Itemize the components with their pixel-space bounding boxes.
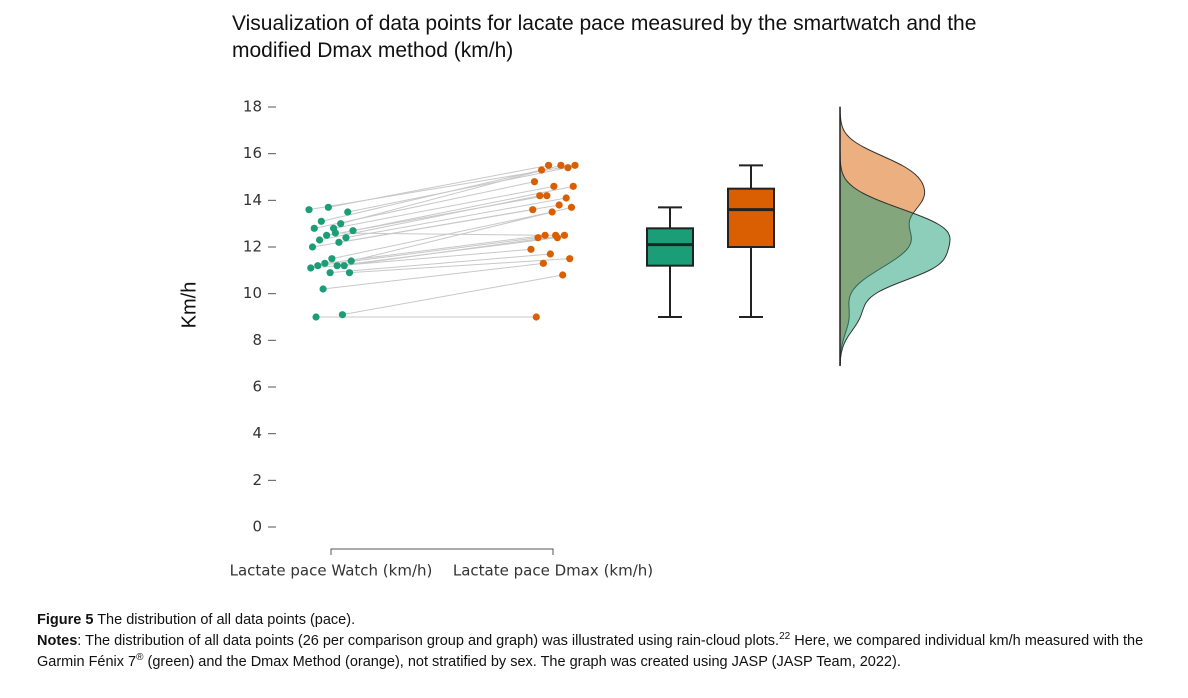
y-tick-label: 10 — [243, 284, 262, 302]
data-point — [333, 262, 341, 270]
data-point — [545, 161, 553, 169]
pair-line — [349, 258, 570, 274]
data-point — [564, 164, 572, 172]
data-point — [312, 313, 320, 321]
chart-title: Visualization of data points for lacate … — [232, 12, 977, 62]
pair-line — [328, 164, 549, 208]
pair-line — [314, 181, 535, 229]
notes-label: Notes — [37, 633, 78, 649]
data-point — [305, 206, 313, 214]
data-point — [349, 227, 357, 235]
pair-line — [342, 274, 563, 316]
data-point — [340, 262, 348, 270]
data-point — [541, 231, 549, 239]
data-point — [335, 238, 343, 246]
notes-text: (green) and the Dmax Method (orange), no… — [147, 654, 901, 670]
data-point — [315, 236, 324, 244]
data-point — [550, 182, 558, 190]
data-point — [539, 259, 547, 267]
data-point — [548, 208, 556, 216]
pair-line — [323, 262, 544, 290]
pair-line — [319, 195, 540, 241]
trademark: ® — [136, 652, 144, 664]
data-point — [559, 271, 567, 279]
data-point — [557, 161, 565, 169]
data-point — [569, 182, 577, 190]
data-point — [347, 257, 355, 265]
pair-line — [324, 234, 546, 264]
box — [646, 227, 694, 267]
data-point — [344, 208, 352, 216]
data-point — [345, 269, 354, 277]
data-point — [331, 229, 339, 237]
data-point — [530, 178, 539, 186]
data-point — [310, 224, 318, 232]
data-point — [328, 255, 336, 263]
pair-line — [333, 185, 554, 229]
y-tick-label: 0 — [252, 518, 262, 536]
y-tick-label: 4 — [252, 424, 262, 442]
data-point — [307, 264, 315, 272]
pair-line — [352, 185, 574, 232]
pair-line — [335, 232, 556, 236]
x-axis — [330, 548, 554, 555]
data-point — [546, 250, 554, 258]
data-point — [317, 217, 325, 225]
data-point — [321, 259, 329, 267]
y-tick-label: 6 — [252, 378, 262, 396]
data-point — [571, 161, 579, 169]
pair-line — [321, 169, 542, 222]
data-point — [342, 234, 350, 242]
data-point — [560, 231, 569, 239]
caption-label: Figure 5 — [37, 612, 94, 628]
y-tick-label: 2 — [252, 471, 262, 489]
data-point — [534, 234, 542, 242]
y-tick-label: 18 — [243, 98, 262, 116]
data-point — [314, 262, 322, 270]
pair-line — [340, 164, 562, 225]
data-point — [326, 269, 334, 277]
pair-line — [312, 209, 533, 248]
data-point — [529, 206, 537, 214]
data-point — [537, 166, 546, 174]
x-tick-label: Lactate pace Watch (km/h) — [230, 562, 433, 580]
data-point — [324, 203, 332, 211]
pair-line — [326, 195, 547, 236]
data-point — [323, 231, 331, 239]
y-tick-label: 14 — [243, 191, 262, 209]
reference: 22 — [779, 631, 791, 643]
data-point — [527, 245, 535, 253]
y-tick-label: 16 — [243, 144, 262, 162]
data-point — [338, 311, 347, 319]
y-tick-label: 8 — [252, 331, 262, 349]
pair-line — [345, 197, 567, 239]
y-axis-label: Km/h — [178, 282, 200, 329]
data-point — [566, 255, 574, 263]
caption-text: The distribution of all data points (pac… — [97, 612, 356, 628]
pair-line — [330, 253, 551, 274]
data-point — [543, 192, 551, 200]
data-point — [552, 231, 560, 239]
data-point — [567, 203, 576, 211]
pair-line — [337, 237, 558, 267]
data-point — [562, 194, 570, 202]
caption: Figure 5 The distribution of all data po… — [37, 610, 1152, 673]
notes-text: : The distribution of all data points (2… — [77, 633, 780, 649]
box — [727, 187, 775, 249]
data-point — [555, 201, 563, 209]
pair-line — [331, 211, 553, 260]
data-point — [337, 220, 345, 228]
data-point — [319, 285, 327, 293]
data-point — [308, 243, 317, 251]
data-point — [532, 313, 540, 321]
data-point — [536, 192, 544, 200]
x-tick-label: Lactate pace Dmax (km/h) — [453, 562, 653, 580]
notes-text: Here, we compared individual km/h measur… — [37, 633, 1144, 670]
y-tick-label: 12 — [243, 238, 262, 256]
